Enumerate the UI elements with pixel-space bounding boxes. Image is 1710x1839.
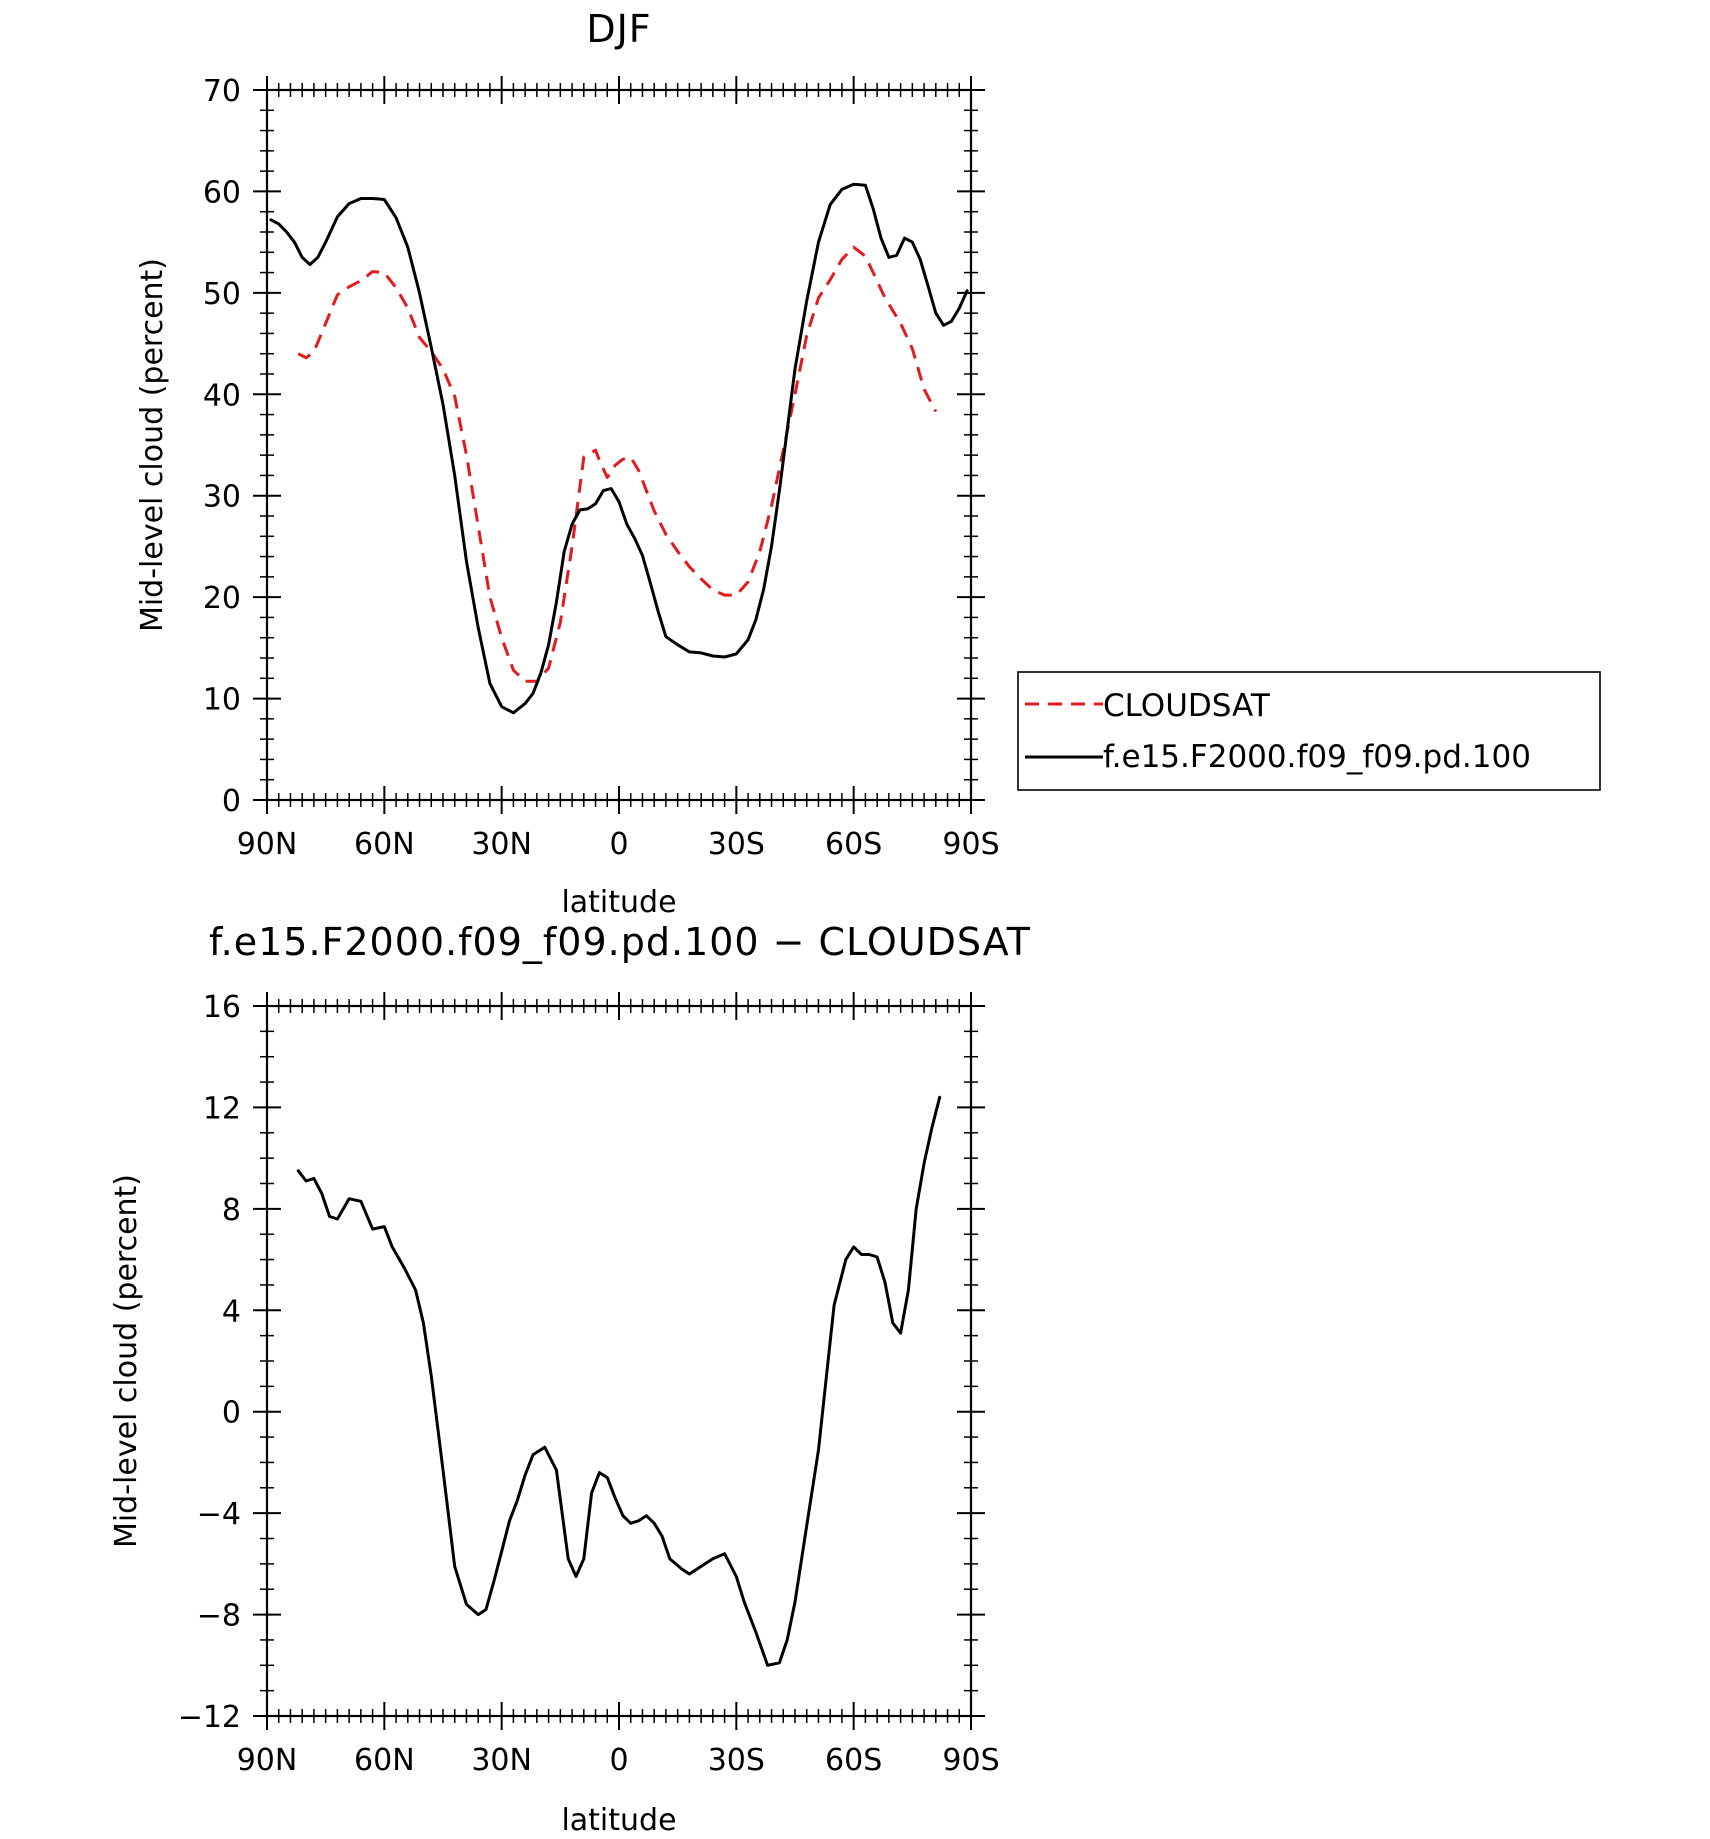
y-tick-label: −4 (197, 1497, 241, 1532)
x-tick-label: 60N (354, 1743, 415, 1778)
top-chart: DJF 0 10 20 30 40 50 60 70 90N 60N 30N 0 30S 60S 90S l… (135, 7, 1000, 920)
y-tick-label: 8 (222, 1193, 241, 1228)
plot-frame (265, 1004, 973, 1718)
plot-frame (265, 88, 973, 802)
x-tick-label: 60N (354, 827, 415, 862)
x-tick-label: 30N (471, 1743, 532, 1778)
x-tick-label: 30N (471, 827, 532, 862)
top-axes: 0 10 20 30 40 50 60 70 90N 60N 30N 0 30S 60S 90S (203, 74, 1000, 862)
y-tick-label: 70 (203, 74, 241, 109)
x-tick-label: 90S (942, 827, 999, 862)
y-tick-label: 10 (203, 683, 241, 718)
y-tick-label: 16 (203, 990, 241, 1025)
top-series-group (269, 182, 969, 715)
x-axis-label: latitude (561, 1803, 676, 1838)
x-tick-label: 90N (237, 1743, 298, 1778)
y-tick-label: 4 (222, 1294, 241, 1329)
y-tick-label: 0 (222, 784, 241, 819)
legend-label-cloudsat: CLOUDSAT (1103, 688, 1271, 724)
y-tick-label: 20 (203, 581, 241, 616)
legend-box (1017, 671, 1601, 791)
y-axis-label: Mid-level cloud (percent) (109, 1174, 144, 1548)
x-axis-label: latitude (561, 885, 676, 920)
y-axis-label: Mid-level cloud (percent) (135, 258, 170, 632)
x-tick-label: 30S (708, 1743, 765, 1778)
chart-title: DJF (586, 7, 651, 51)
x-tick-label: 30S (708, 827, 765, 862)
x-tick-label: 60S (825, 1743, 882, 1778)
x-tick-label: 90N (237, 827, 298, 862)
y-tick-label: 40 (203, 378, 241, 413)
series-line-model (269, 182, 969, 715)
chart-title: f.e15.F2000.f09_f09.pd.100 − CLOUDSAT (209, 920, 1031, 964)
x-tick-label: 0 (609, 1743, 628, 1778)
x-tick-label: 90S (942, 1743, 999, 1778)
bottom-series-group (296, 1095, 942, 1667)
y-tick-label: 0 (222, 1396, 241, 1431)
bottom-axes: −12 −8 −4 0 4 8 12 16 90N 60N 30N 0 30S 60S 90S (178, 990, 1000, 1778)
x-tick-label: 60S (825, 827, 882, 862)
x-tick-label: 0 (609, 827, 628, 862)
legend: CLOUDSAT f.e15.F2000.f09_f09.pd.100 (1017, 671, 1601, 791)
legend-label-model: f.e15.F2000.f09_f09.pd.100 (1103, 739, 1531, 775)
difference-line (296, 1095, 942, 1667)
y-tick-label: 30 (203, 480, 241, 515)
y-tick-label: −12 (178, 1700, 241, 1735)
bottom-chart: f.e15.F2000.f09_f09.pd.100 − CLOUDSAT −1… (109, 920, 1031, 1838)
y-tick-label: −8 (197, 1599, 241, 1634)
series-line-cloudsat (297, 245, 938, 683)
y-tick-label: 60 (203, 175, 241, 210)
y-tick-label: 50 (203, 277, 241, 312)
y-tick-label: 12 (203, 1091, 241, 1126)
